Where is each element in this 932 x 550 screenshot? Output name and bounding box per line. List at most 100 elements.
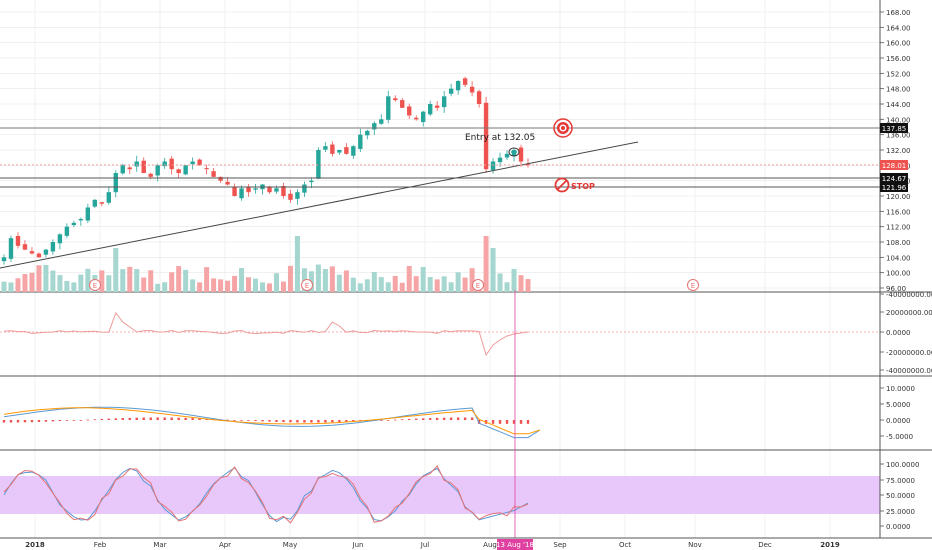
target-icon[interactable] xyxy=(553,118,573,138)
time-axis-label: May xyxy=(283,541,297,549)
candle-body xyxy=(204,168,209,170)
macd-hist-bar xyxy=(345,420,348,422)
price-axis-label: 148.00 xyxy=(886,86,911,94)
entry-marker-icon[interactable] xyxy=(508,147,520,157)
earnings-marker-label: E xyxy=(476,282,480,290)
candle-body xyxy=(64,226,70,236)
candle-body xyxy=(441,96,447,108)
candle-body xyxy=(393,98,398,101)
candle-body xyxy=(253,188,258,190)
stochastic-axis[interactable]: 100.0000 75.0000 50.0000 25.0000 0.0000 xyxy=(880,461,919,531)
volume-bar xyxy=(85,268,91,292)
price-badge-label: 124.67 xyxy=(882,175,907,183)
volume-bar xyxy=(455,272,461,292)
macd-hist-bar xyxy=(352,420,355,422)
candle-body xyxy=(504,153,510,158)
volume-bar xyxy=(413,276,419,292)
candle-body xyxy=(462,78,468,85)
volume-bar xyxy=(357,283,363,292)
time-axis-label: Sep xyxy=(553,541,567,549)
candle-body xyxy=(211,171,216,177)
volume-bar xyxy=(183,269,189,292)
trendline[interactable] xyxy=(0,141,639,269)
volume-bar xyxy=(287,265,293,292)
candle-body xyxy=(365,130,370,136)
price-axis-label: 120.00 xyxy=(886,193,911,201)
time-axis-label: Jun xyxy=(352,541,364,549)
volume-bar xyxy=(246,277,252,292)
volume-bar xyxy=(483,236,489,292)
grid-lines xyxy=(0,0,880,538)
candle-body xyxy=(518,147,524,162)
oscillator-axis[interactable]: -40000000.0000 20000000.0000 0.0000 -200000… xyxy=(880,291,932,375)
stop-label: STOP xyxy=(571,182,595,191)
price-axis-label: 140.00 xyxy=(886,116,911,124)
candle-body xyxy=(351,146,356,156)
volume-bar xyxy=(518,275,524,292)
earnings-marker xyxy=(89,279,101,291)
macd-hist-bar xyxy=(9,420,13,423)
macd-hist-bar xyxy=(142,417,145,420)
candle-body xyxy=(407,106,412,116)
volume-bar xyxy=(525,279,531,292)
volume-bar xyxy=(232,275,238,292)
candle-body xyxy=(455,81,461,91)
macd-hist-bar xyxy=(149,417,152,420)
candle-body xyxy=(169,158,174,170)
time-axis-label: Feb xyxy=(94,541,107,549)
macd-hist-bar xyxy=(303,420,306,423)
volume-bar xyxy=(197,282,203,292)
macd-hist-bar xyxy=(512,420,516,424)
stoch-axis-label: 50.0000 xyxy=(886,492,915,500)
macd-hist-bar xyxy=(72,420,76,421)
stochastic-d-line xyxy=(3,465,529,524)
volume-bar xyxy=(392,275,398,292)
volume-bar xyxy=(378,277,384,292)
price-axis-label: 104.00 xyxy=(886,254,911,262)
price-badge-label: 128.01 xyxy=(882,162,907,170)
macd-hist-bar xyxy=(477,420,481,424)
volume-bar xyxy=(169,272,175,292)
volume-bar xyxy=(420,266,426,292)
macd-hist-bar xyxy=(177,417,180,420)
price-axis-label: 96.00 xyxy=(886,285,906,293)
price-badge xyxy=(880,123,908,133)
macd-hist-bar xyxy=(275,420,278,422)
volume-bar xyxy=(343,270,349,292)
macd-hist-bar xyxy=(226,419,229,421)
candle-body xyxy=(134,161,139,167)
candle-body xyxy=(427,104,433,115)
volume-bar xyxy=(336,274,342,292)
volume-bar xyxy=(43,264,49,292)
candle-body xyxy=(358,134,363,149)
time-axis[interactable]: 2018 Feb Mar Apr May Jun Jul Aug Sep Oct Nov Dec 201… xyxy=(25,541,840,549)
volume-bar xyxy=(350,277,356,292)
time-cursor-badge xyxy=(497,539,533,550)
candle-body xyxy=(43,249,49,255)
volume-bar xyxy=(106,275,112,292)
macd-hist-bar xyxy=(401,419,404,421)
candle-body xyxy=(232,187,237,196)
volume-bar xyxy=(434,279,440,292)
macd-hist-bar xyxy=(380,420,383,421)
volume-bar xyxy=(15,278,21,292)
macd-axis[interactable]: 10.0000 5.0000 0.0000 -5.0000 xyxy=(880,385,915,441)
candle-body xyxy=(295,192,300,199)
stop-icon[interactable] xyxy=(554,177,570,193)
candle-body xyxy=(190,161,195,165)
price-badge xyxy=(880,182,908,192)
macd-hist-bar xyxy=(498,420,502,424)
time-axis-label: Oct xyxy=(619,541,631,549)
volume-bar xyxy=(322,268,328,292)
volume-bar xyxy=(50,270,56,292)
volume-bar xyxy=(113,248,119,292)
candlesticks xyxy=(1,76,531,265)
volume-bar xyxy=(364,279,370,292)
price-axis[interactable]: 168.00 164.00 160.00 156.00 152.00 148.00 144.… xyxy=(880,9,911,293)
osc-axis-label: -20000000.0000 xyxy=(886,349,932,357)
time-axis-label: 2018 xyxy=(25,541,45,549)
macd-hist-bar xyxy=(16,420,20,423)
volume-bar xyxy=(294,236,300,292)
candle-body xyxy=(218,176,223,181)
